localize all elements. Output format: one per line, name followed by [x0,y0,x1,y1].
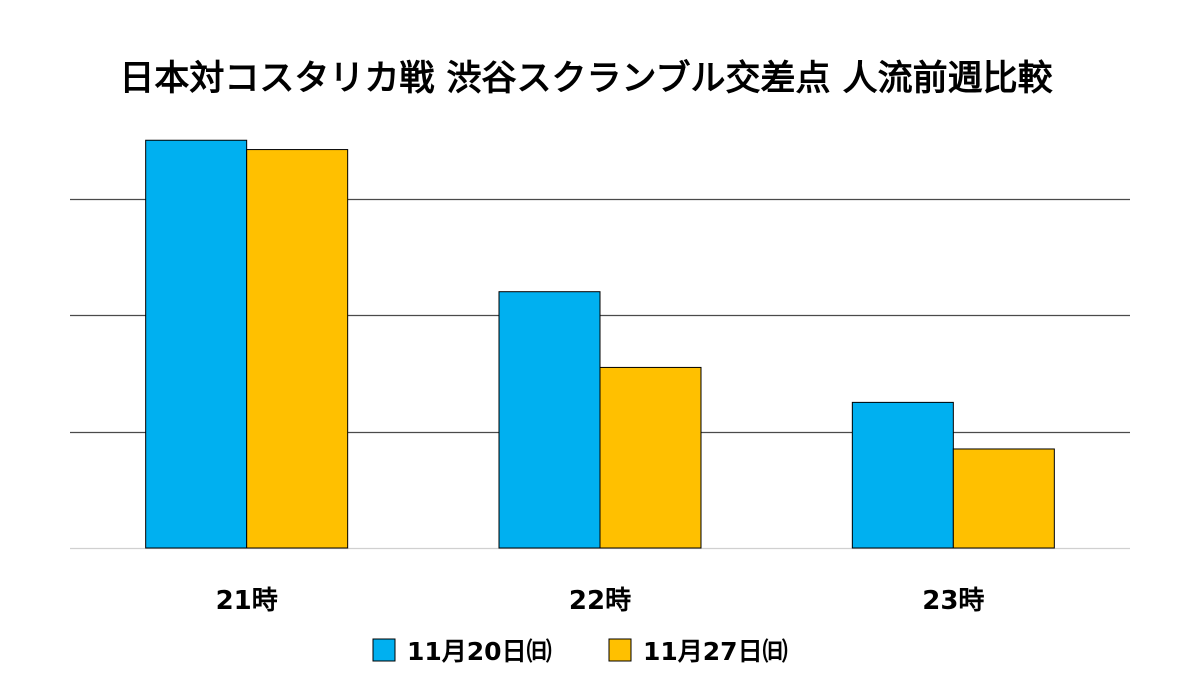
x-tick-label: 22時 [569,586,631,616]
bars [145,139,1055,549]
bar [145,139,248,549]
legend-label: 11月27日㈰ [643,637,788,666]
legend-swatch [372,638,396,662]
bar [498,291,601,549]
legend-label: 11月20日㈰ [407,637,552,666]
x-tick-label: 21時 [216,586,278,616]
x-axis-tick-labels: 21時 22時 23時 [216,586,985,616]
legend-swatch [608,638,632,662]
chart-title: 日本対コスタリカ戦 渋谷スクランブル交差点 人流前週比較 [119,58,1053,99]
bar [599,366,702,549]
bar [952,448,1055,549]
x-tick-label: 23時 [922,586,984,616]
bar [851,401,954,549]
bar [246,149,349,549]
legend: 11月20日㈰ 11月27日㈰ [372,637,788,666]
